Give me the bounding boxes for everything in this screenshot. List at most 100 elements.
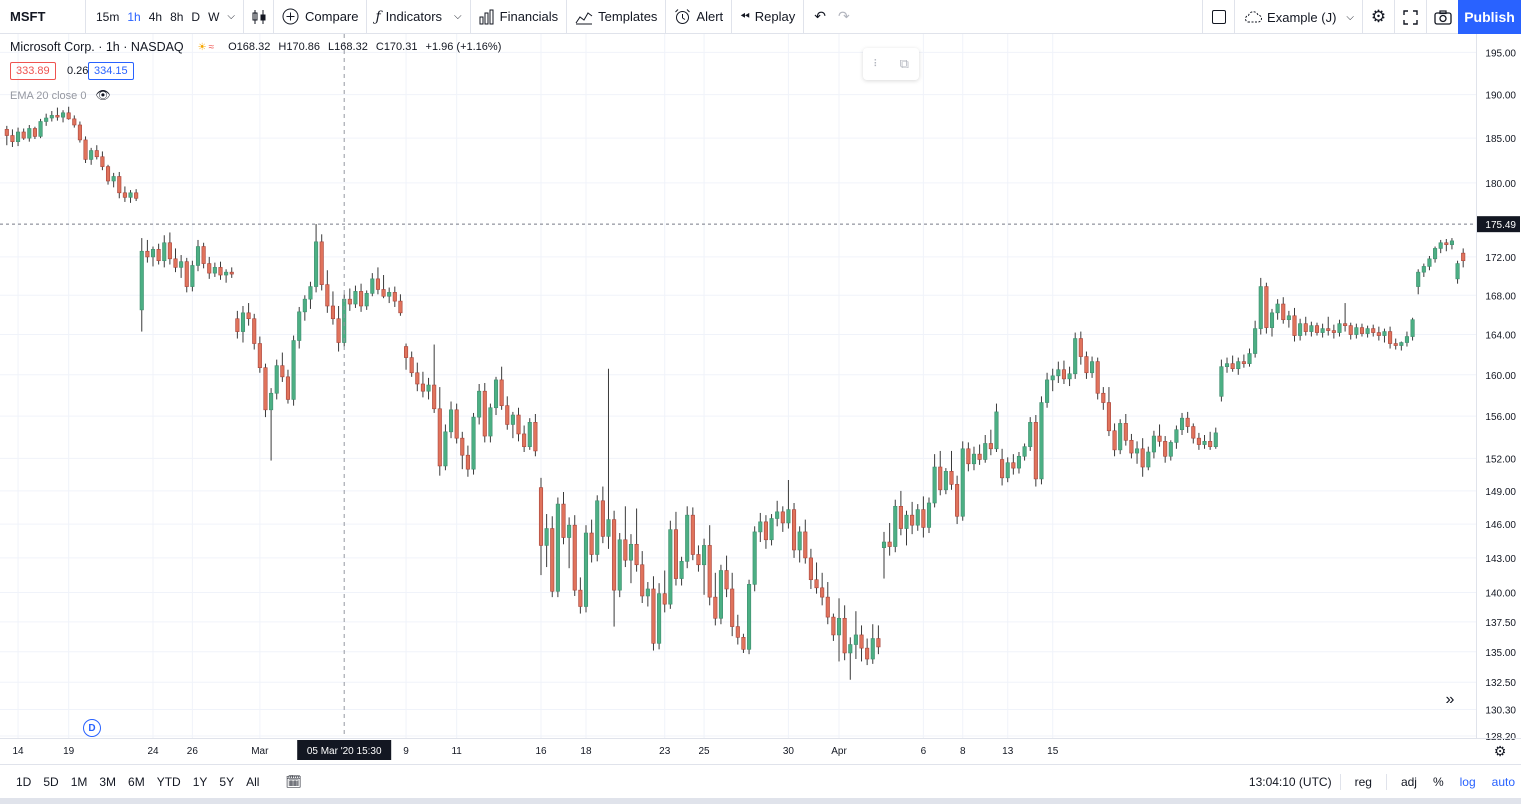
- candle: [32, 126, 37, 140]
- indicators-button[interactable]: ƒ Indicators ⌵: [367, 0, 471, 34]
- range-3m[interactable]: 3M: [99, 774, 117, 789]
- candle: [1247, 348, 1252, 367]
- object-tree-icon[interactable]: ⧉: [899, 56, 909, 71]
- percent-toggle[interactable]: %: [1432, 775, 1444, 789]
- candle: [173, 248, 178, 273]
- candle: [758, 512, 763, 543]
- range-ytd[interactable]: YTD: [156, 774, 181, 789]
- candle: [1365, 325, 1370, 338]
- auto-toggle[interactable]: auto: [1491, 775, 1515, 789]
- candle-body-up: [195, 246, 201, 266]
- candle: [724, 555, 729, 598]
- time-tick-label: 26: [187, 746, 199, 757]
- candle-body-down: [1264, 286, 1269, 328]
- candle: [167, 232, 172, 265]
- candle: [544, 514, 549, 568]
- ema-indicator-legend[interactable]: EMA 20 close 0 👁︎: [10, 88, 111, 102]
- financials-button[interactable]: Financials: [471, 0, 568, 34]
- floating-toolbar[interactable]: ⠇ ⧉: [863, 48, 919, 80]
- time-axis[interactable]: 14 19 24 26 Mar 9 11 16 18 23 25 30 Apr 6 8 13 15 05 Mar …: [0, 738, 1521, 761]
- time-tick-label: 13: [1002, 746, 1014, 757]
- interval-1h[interactable]: 1h: [127, 9, 141, 24]
- ema-label: EMA 20 close 0: [10, 90, 87, 102]
- dividend-marker[interactable]: D: [83, 719, 101, 737]
- candle: [432, 344, 437, 413]
- go-to-date-icon[interactable]: 🗓︎: [285, 773, 302, 789]
- candle: [938, 450, 943, 496]
- layout-menu-button[interactable]: Example (J) ⌵: [1234, 0, 1362, 34]
- candle: [1359, 323, 1365, 337]
- candle-body-up: [645, 588, 650, 597]
- settings-button[interactable]: ⚙: [1362, 0, 1394, 34]
- candle-body-down: [432, 384, 437, 410]
- candle: [1084, 351, 1089, 379]
- chevron-down-icon[interactable]: ⌵: [454, 11, 462, 22]
- time-tick-label: 15: [1047, 746, 1059, 757]
- fullscreen-button[interactable]: [1394, 0, 1426, 34]
- candle-body-down: [808, 557, 813, 581]
- candle-body-down: [55, 115, 60, 118]
- range-1y[interactable]: 1Y: [192, 774, 208, 789]
- candle: [179, 255, 184, 278]
- bid-price-button[interactable]: 333.89: [10, 62, 56, 80]
- drag-handle-icon[interactable]: ⠇: [873, 58, 880, 70]
- compare-button[interactable]: Compare: [274, 0, 368, 34]
- candle-body-down: [460, 437, 465, 456]
- candle-body-down: [347, 298, 352, 305]
- symbol-search[interactable]: MSFT: [0, 0, 86, 34]
- templates-button[interactable]: Templates: [567, 0, 667, 34]
- publish-button[interactable]: Publish: [1458, 0, 1521, 34]
- candle: [347, 288, 352, 311]
- eye-hidden-icon[interactable]: 👁︎: [95, 88, 111, 102]
- candle: [606, 368, 611, 549]
- candle: [325, 270, 330, 313]
- range-1d[interactable]: 1D: [16, 774, 32, 789]
- interval-15m[interactable]: 15m: [96, 9, 120, 24]
- candle: [1433, 246, 1438, 263]
- crosshair-time-label: 05 Mar '20 15:30: [307, 746, 382, 757]
- ask-price-button[interactable]: 334.15: [88, 62, 134, 80]
- redo-icon[interactable]: ↷: [837, 8, 850, 24]
- chart-type-button[interactable]: [244, 0, 275, 34]
- snapshot-button[interactable]: [1426, 0, 1458, 34]
- scroll-to-realtime-button[interactable]: »: [1438, 688, 1462, 712]
- symbol-title[interactable]: Microsoft Corp. · 1h · NASDAQ: [10, 40, 184, 54]
- log-toggle[interactable]: log: [1459, 775, 1476, 789]
- candle: [398, 294, 403, 316]
- interval-w[interactable]: W: [208, 9, 220, 24]
- price-tick-label: 128.20: [1485, 732, 1516, 743]
- interval-4h[interactable]: 4h: [148, 9, 163, 24]
- candle: [1191, 423, 1196, 444]
- adj-toggle[interactable]: adj: [1400, 775, 1417, 789]
- price-chart[interactable]: 195.00 190.00 185.00 180.00 172.00 168.00 164.…: [0, 34, 1521, 764]
- replay-button[interactable]: ⏪︎ Replay: [732, 0, 805, 34]
- range-5d[interactable]: 5D: [43, 774, 59, 789]
- price-axis[interactable]: 195.00 190.00 185.00 180.00 172.00 168.00 164.…: [1476, 34, 1521, 764]
- candle-body-up: [27, 128, 32, 139]
- undo-icon[interactable]: ↶: [814, 8, 826, 24]
- interval-d[interactable]: D: [191, 9, 201, 24]
- range-5y[interactable]: 5Y: [219, 774, 235, 789]
- candle: [117, 171, 122, 199]
- fullscreen-layout-button[interactable]: [1202, 0, 1234, 34]
- candle: [1219, 359, 1224, 402]
- candle-body-down: [404, 346, 409, 358]
- chevron-down-icon[interactable]: ⌵: [227, 11, 236, 22]
- range-6m[interactable]: 6M: [128, 774, 145, 789]
- candle: [803, 519, 808, 564]
- candle-body-down: [938, 466, 943, 491]
- axis-settings-button[interactable]: ⚙: [1490, 742, 1510, 760]
- alert-button[interactable]: Alert: [666, 0, 733, 34]
- templates-icon: [575, 11, 593, 24]
- range-all[interactable]: All: [246, 774, 260, 789]
- candle: [1067, 366, 1072, 387]
- candle: [145, 239, 150, 263]
- range-1m[interactable]: 1M: [70, 774, 88, 789]
- interval-8h[interactable]: 8h: [170, 9, 184, 24]
- candle: [572, 515, 577, 596]
- utc-clock[interactable]: 13:04:10 (UTC): [1248, 775, 1332, 789]
- market-status-icon[interactable]: ☀ ≈: [197, 41, 215, 53]
- candle-body-down: [623, 539, 628, 561]
- session-toggle[interactable]: reg: [1354, 775, 1372, 789]
- candle-body-up: [302, 298, 307, 313]
